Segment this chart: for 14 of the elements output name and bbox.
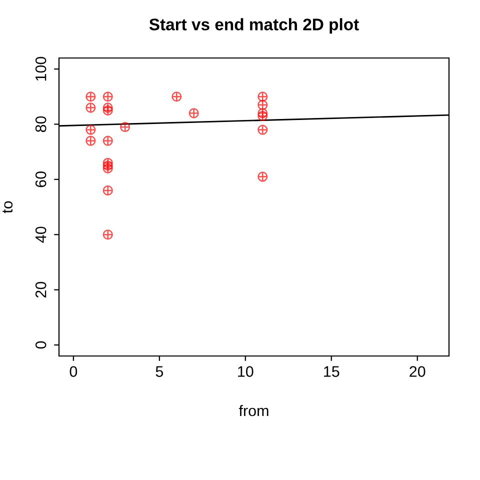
y-tick-label: 80 [35,116,46,132]
x-tick-label: 5 [156,366,164,377]
x-tick-label: 15 [324,366,340,377]
x-tick-label: 10 [238,366,254,377]
y-tick-label: 40 [35,226,46,243]
x-axis-title: from [238,404,268,416]
y-tick-label: 60 [35,172,46,188]
y-axis-title: to [2,201,13,214]
x-tick-label: 0 [70,366,78,377]
chart-title: Start vs end match 2D plot [149,18,359,34]
y-tick-label: 0 [35,341,46,349]
y-tick-label: 20 [35,282,46,298]
x-tick-label: 20 [410,366,426,377]
y-tick-label: 100 [35,56,46,81]
